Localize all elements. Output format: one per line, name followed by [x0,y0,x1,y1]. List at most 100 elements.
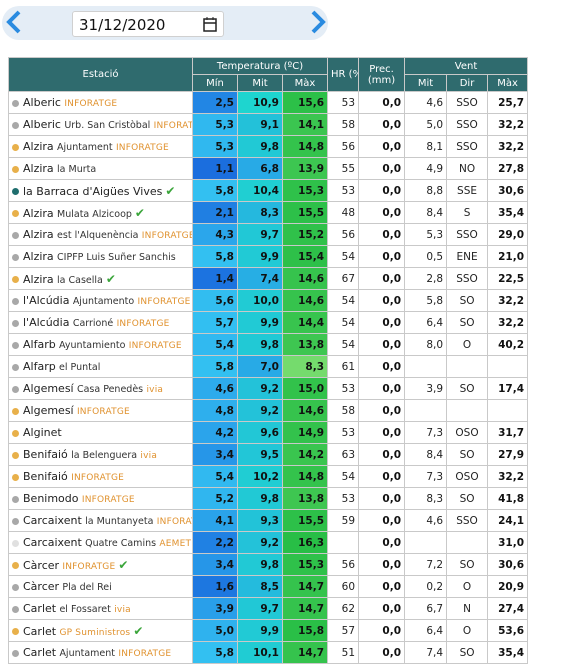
prev-day[interactable] [4,9,24,35]
station-cell: Alzira CIPFP Luis Suñer Sanchis [8,245,193,268]
next-day[interactable] [308,9,328,35]
value-cell: 5,6 [192,289,238,312]
status-dot [12,451,19,459]
station-name: l'Alcúdia [23,294,70,307]
value-cell: 8,1 [404,135,448,158]
station-cell: Alberic Urb. San Cristòbal INFORATGE [8,113,193,136]
station-row[interactable]: l'Alcúdia Carrioné INFORATGE 5,7 9,9 14,4 54… [8,311,529,334]
station-name: Alginet [23,426,62,439]
value-cell: NO [446,157,489,180]
value-cell: 0,5 [404,245,448,268]
station-row[interactable]: Benifaió INFORATGE 5,4 10,2 14,8 54 0,0 7,3 OSO… [8,465,529,488]
station-source: INFORATGE [116,319,170,329]
station-row[interactable]: Càrcer Pla del Rei 1,6 8,5 14,7 60 0,0 0,2 O 20,… [8,575,529,598]
station-row[interactable]: Alzira la Murta 1,1 6,8 13,9 55 0,0 4,9 NO 27,8 [8,157,529,180]
station-row[interactable]: Alfarb Ayuntamiento INFORATGE 5,4 9,8 13,8 5… [8,333,529,356]
value-cell: 0,0 [358,509,406,532]
station-detail: Ajuntamento [72,296,135,307]
value-cell: 0,0 [358,201,406,224]
value-cell: 8,3 [281,355,329,378]
station-row[interactable]: Carlet el Fossaret ivia 3,9 9,7 14,7 62 0,0 6,… [8,597,529,620]
station-name: Alzira [23,206,54,220]
value-cell: 15,3 [281,179,329,202]
station-detail: Ayuntamiento [59,340,126,351]
value-cell: SO [446,289,489,312]
value-cell: 27,9 [487,443,529,466]
value-cell: O [446,619,489,642]
value-cell: 15,0 [281,377,329,400]
value-cell: 54 [327,245,360,268]
station-row[interactable]: Algemesí INFORATGE 4,8 9,2 14,6 58 0,0 [8,399,529,422]
value-cell: 54 [327,333,360,356]
value-cell: 7,4 [404,641,448,664]
value-cell: 14,1 [281,113,329,136]
header: Temperatura (ºC) [191,57,329,75]
header: Estació [8,57,193,92]
value-cell: 9,7 [237,597,283,620]
station-row[interactable]: Alzira est l'Alquenència INFORATGE 4,3 9,7… [8,223,529,246]
station-cell: Carlet GP Suministros ✔ [8,619,193,642]
value-cell: 8,0 [404,333,448,356]
station-row[interactable]: Carlet Ajuntament INFORATGE 5,8 10,1 14,7 51… [8,641,529,664]
station-name: Carlet [23,602,57,615]
station-cell: Alzira est l'Alquenència INFORATGE [8,223,193,246]
value-cell: 51 [327,641,360,664]
sub-header: Dir [446,74,489,92]
station-row[interactable]: Carlet GP Suministros ✔ 5,0 9,9 15,8 57 0,0 6,4… [8,619,529,642]
status-dot [12,628,19,635]
station-row[interactable]: Alzira la Casella ✔ 1,4 7,4 14,6 67 0,0 2,8 SSO 2… [8,267,529,290]
station-row[interactable]: l'Alcúdia Ajuntamento INFORATGE 5,6 10,0 14… [8,289,529,312]
value-cell: 0,0 [358,157,406,180]
station-row[interactable]: Alberic INFORATGE 2,5 10,9 15,6 53 0,0 4,6 SSO 2… [8,91,529,114]
station-detail: Mulata Alzicoop [57,208,132,220]
station-row[interactable]: Alfarp el Puntal 5,8 7,0 8,3 61 0,0 [8,355,529,378]
value-cell: 9,3 [237,509,283,532]
value-cell: 9,1 [237,113,283,136]
value-cell: 1,6 [192,575,238,598]
station-row[interactable]: Alzira Mulata Alzicoop ✔ 2,1 8,3 15,5 48 0,0 8,… [8,201,529,224]
station-row[interactable]: Benimodo INFORATGE 5,2 9,8 13,8 53 0,0 8,3 SO 41… [8,487,529,510]
station-cell: l'Alcúdia Ajuntamento INFORATGE [8,289,193,312]
status-dot [12,583,19,591]
date-input[interactable]: 31/12/2020 [72,11,224,37]
station-name: Alzira [23,140,54,153]
station-row[interactable]: Alzira CIPFP Luis Suñer Sanchis 5,8 9,9 15,… [8,245,529,268]
value-cell: 13,8 [281,487,329,510]
station-source: INFORATGE [128,341,182,351]
station-row[interactable]: Algemesí Casa Penedès ivia 4,6 9,2 15,0 53 0,… [8,377,529,400]
value-cell: 53 [327,421,360,444]
station-row[interactable]: Alzira Ajuntament INFORATGE 5,3 9,8 14,8 56 0… [8,135,529,158]
sub-header: Mit [237,74,283,92]
station-row[interactable]: Alginet 4,2 9,6 14,9 53 0,0 7,3 OSO 31,7 [8,421,529,444]
value-cell: 5,8 [192,179,238,202]
value-cell: 60 [327,575,360,598]
value-cell: 5,8 [192,245,238,268]
sub-header: Mín [192,74,238,92]
status-dot [12,276,19,283]
value-cell: 7,0 [237,355,283,378]
station-source: INFORATGE [62,561,116,572]
value-cell: 9,8 [237,487,283,510]
calendar-icon[interactable] [203,17,217,32]
value-cell: 32,2 [487,311,529,334]
value-cell: SO [446,487,489,510]
station-name: Alberic [23,118,61,131]
value-cell: 31,0 [487,531,529,554]
station-row[interactable]: Carcaixent Quatre Camins AEMET 2,2 9,2 16,3… [8,531,529,554]
value-cell: 5,0 [192,619,238,642]
station-name: la Barraca d'Aigües Vives [23,184,163,198]
station-row[interactable]: Càrcer INFORATGE ✔ 3,4 9,8 15,3 56 0,0 7,2 SO 30,… [8,553,529,576]
value-cell [404,531,448,554]
value-cell: 35,4 [487,201,529,224]
station-cell: la Barraca d'Aigües Vives ✔ [8,179,193,202]
value-cell: 9,8 [237,135,283,158]
station-detail: la Muntanyeta [85,516,154,527]
station-name: Càrcer [23,580,60,593]
station-row[interactable]: la Barraca d'Aigües Vives ✔ 5,8 10,4 15,3 53 0… [8,179,529,202]
value-cell: 32,2 [487,289,529,312]
value-cell: 8,5 [237,575,283,598]
station-row[interactable]: Carcaixent la Muntanyeta INFORATGE4,19,3… [8,509,529,532]
station-row[interactable]: Benifaió la Belenguera ivia 3,4 9,5 14,2 63 0… [8,443,529,466]
value-cell: 59 [327,509,360,532]
station-row[interactable]: Alberic Urb. San Cristòbal INFORATGE5,39… [8,113,529,136]
